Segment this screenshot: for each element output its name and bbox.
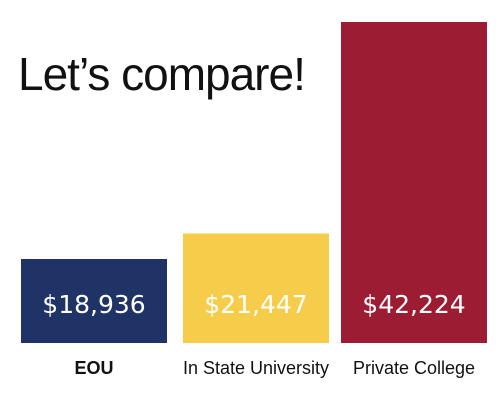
chart-title: Let’s compare! [18, 48, 305, 100]
value-label-0: $18,936 [42, 290, 145, 319]
value-labels-group: $18,936 $21,447 $42,224 [42, 290, 465, 319]
category-label-1: In State University [183, 358, 329, 378]
bar-eou [21, 259, 167, 343]
value-label-1: $21,447 [204, 290, 307, 319]
value-label-2: $42,224 [362, 290, 465, 319]
bars-group [21, 22, 487, 343]
category-label-2: Private College [353, 358, 475, 378]
category-label-0: EOU [74, 358, 113, 378]
category-labels-group: EOU In State University Private College [74, 358, 475, 378]
bar-private-college [341, 22, 487, 343]
bar-in-state-university [183, 233, 329, 343]
